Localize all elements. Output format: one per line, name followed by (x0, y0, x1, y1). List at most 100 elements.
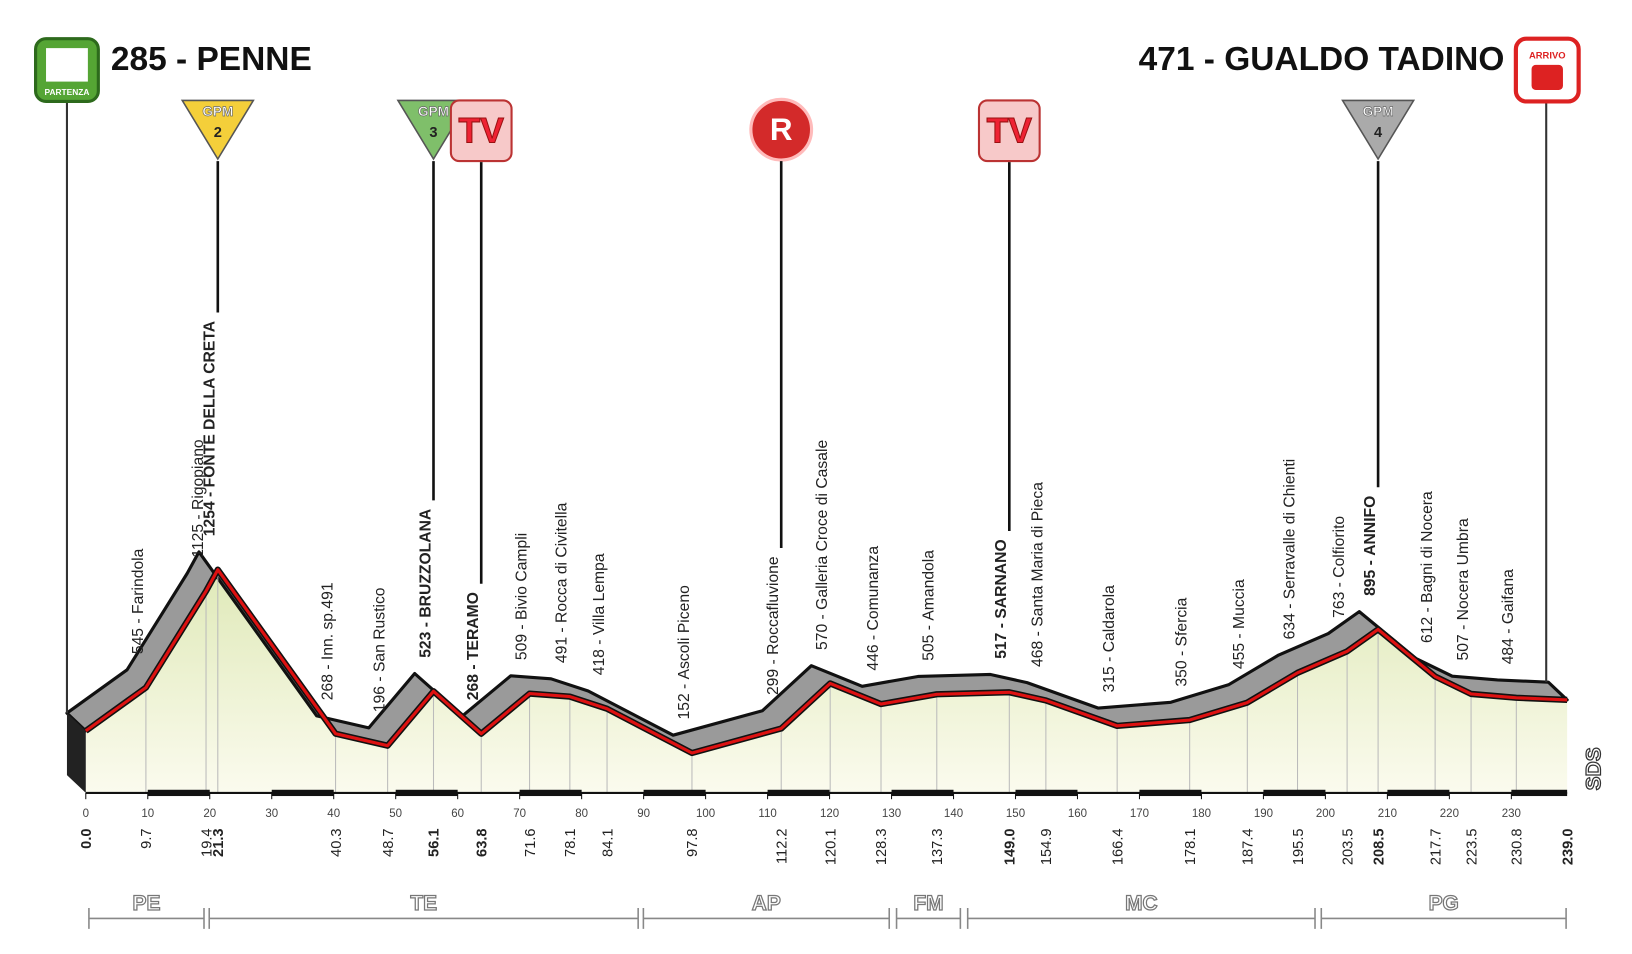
waypoint-label: 505 - Amandola (921, 550, 938, 661)
province-bracket (1320, 907, 1567, 929)
finish-icon-label: ARRIVO (1529, 50, 1566, 61)
gpm-label: GPM (1363, 104, 1394, 119)
km-label: 223.5 (1464, 828, 1480, 865)
separator: - (865, 630, 882, 644)
axis-segment (1387, 789, 1450, 797)
waypoint-name: Serravalle di Chienti (1281, 459, 1298, 599)
km-tick-label: 110 (758, 808, 776, 820)
km-tick-label: 90 (637, 808, 650, 820)
waypoint-label: 446 - Comunanza (865, 546, 882, 671)
waypoint-label: 268 - TERAMO (465, 592, 482, 700)
km-tick-label: 60 (451, 808, 464, 820)
km-tick-label: 40 (327, 808, 340, 820)
gpm-category: 2 (214, 125, 222, 141)
km-tick-label: 30 (265, 808, 278, 820)
km-label: 178.1 (1183, 828, 1199, 865)
waypoint-label: 545 - Farindola (130, 548, 147, 654)
axis-segment (147, 789, 210, 797)
separator: - (814, 610, 831, 624)
waypoint-label: 196 - San Rustico (371, 587, 388, 712)
km-tick-label: 220 (1440, 808, 1459, 820)
province-label: PE (133, 892, 161, 915)
km-tick-label: 160 (1068, 808, 1087, 820)
separator: - (130, 614, 147, 628)
waypoint-label: 468 - Santa Maria di Pieca (1030, 482, 1047, 667)
separator: - (417, 618, 434, 632)
waypoint-elevation: 1125 (190, 524, 207, 558)
km-tick-label: 200 (1316, 808, 1335, 820)
sign-label: TV (987, 110, 1033, 150)
gpm-label: GPM (202, 104, 233, 119)
separator: - (591, 635, 608, 649)
waypoint-label: 299 - Roccafluvione (765, 556, 782, 695)
waypoint-name: ANNIFO (1362, 496, 1379, 556)
separator: - (190, 510, 207, 524)
separator: - (1281, 599, 1298, 613)
separator: - (1500, 624, 1517, 638)
km-tick-label: 210 (1378, 808, 1397, 820)
km-tick-label: 20 (203, 808, 216, 820)
separator: - (1419, 603, 1436, 617)
province-bracket (88, 907, 205, 929)
province-bracket (642, 907, 891, 929)
waypoint-name: SARNANO (993, 539, 1010, 618)
km-label: 63.8 (474, 828, 490, 856)
waypoint-elevation: 612 (1419, 617, 1436, 643)
waypoint-elevation: 523 (417, 631, 434, 657)
waypoint-elevation: 545 (130, 628, 147, 654)
province-bracket (895, 907, 962, 929)
km-tick-label: 100 (696, 808, 715, 820)
waypoint-name: Santa Maria di Pieca (1030, 482, 1047, 627)
axis-segment (1263, 789, 1326, 797)
separator: - (1194, 41, 1224, 78)
waypoint-elevation: 505 (921, 634, 938, 660)
gpm-triangle (180, 99, 255, 161)
waypoint-elevation: 152 (676, 693, 693, 719)
waypoint-name: Caldarola (1101, 585, 1118, 652)
waypoint-name: Ascoli Piceno (676, 585, 693, 679)
separator: - (1455, 620, 1472, 634)
waypoint-name: Amandola (921, 550, 938, 621)
waypoint-name: Roccafluvione (765, 556, 782, 655)
waypoint-label: 895 - ANNIFO (1362, 496, 1379, 596)
axis-segment (1139, 789, 1202, 797)
waypoint-name: Inn. sp.491 (319, 582, 336, 660)
km-label: 120.1 (823, 828, 839, 865)
waypoint-elevation: 491 (554, 637, 571, 663)
km-label: 21.3 (211, 828, 227, 856)
axis-segment (891, 789, 954, 797)
province-label: PG (1429, 892, 1459, 915)
waypoint-label: 418 - Villa Lempa (591, 553, 608, 675)
waypoint-name: TERAMO (465, 592, 482, 660)
waypoint-name: Sfercia (1174, 597, 1191, 646)
start-title: 285 - PENNE (111, 41, 312, 78)
waypoint-label: 634 - Serravalle di Chienti (1281, 459, 1298, 640)
waypoint-label: 152 - Ascoli Piceno (676, 585, 693, 720)
header-name: GUALDO TADINO (1224, 41, 1504, 78)
km-label: 166.4 (1110, 828, 1126, 865)
km-label: 154.9 (1039, 828, 1055, 865)
sign-label: R (770, 112, 793, 147)
km-tick-label: 140 (944, 808, 963, 820)
waypoint-name: BRUZZOLANA (417, 509, 434, 618)
waypoint-name: Farindola (130, 548, 147, 614)
waypoint-elevation: 468 (1030, 641, 1047, 667)
waypoint-elevation: 895 (1362, 569, 1379, 595)
axis-segment (767, 789, 830, 797)
waypoint-elevation: 196 (371, 686, 388, 712)
km-tick-label: 0 (83, 808, 89, 820)
waypoint-elevation: 484 (1500, 638, 1517, 664)
waypoint-name: Nocera Umbra (1455, 518, 1472, 620)
km-tick-label: 150 (1006, 808, 1025, 820)
waypoint-elevation: 517 (993, 632, 1010, 658)
separator: - (465, 660, 482, 674)
separator: - (1362, 556, 1379, 570)
km-label: 187.4 (1241, 828, 1257, 865)
waypoint-elevation: 268 (465, 674, 482, 700)
province-bracket (208, 907, 639, 929)
ground-area (85, 569, 1568, 793)
km-label: 230.8 (1510, 828, 1526, 865)
km-label: 84.1 (600, 828, 616, 856)
